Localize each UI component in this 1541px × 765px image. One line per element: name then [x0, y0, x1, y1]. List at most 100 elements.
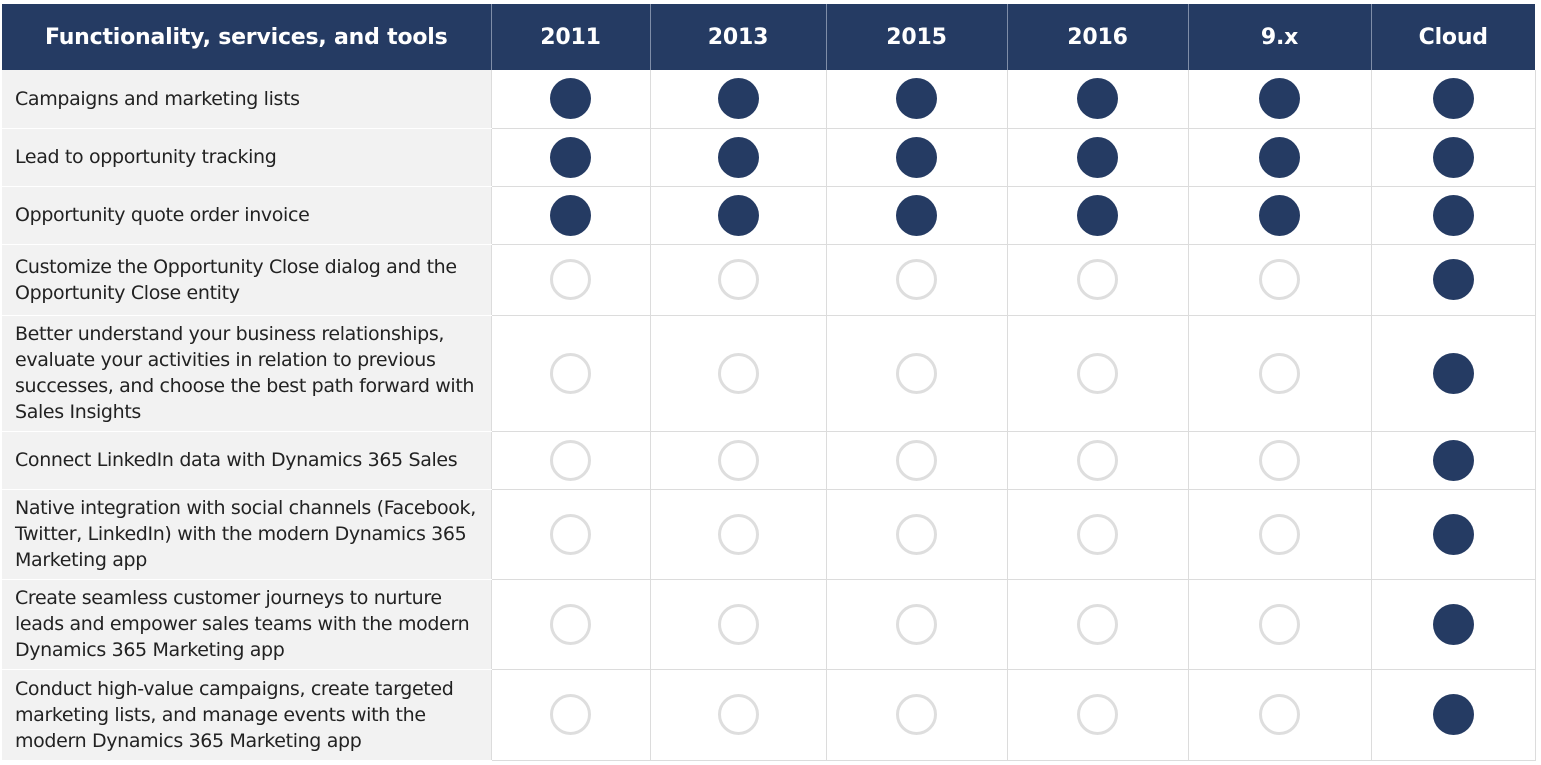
support-cell — [649, 186, 826, 245]
support-cell — [490, 489, 650, 580]
feature-label: Campaigns and marketing lists — [2, 70, 491, 129]
empty-circle-icon — [717, 513, 759, 555]
empty-circle-icon — [550, 513, 591, 555]
filled-circle-icon — [1077, 194, 1118, 236]
support-cell — [1370, 244, 1536, 316]
header-version-2015: 2015 — [825, 4, 1007, 70]
filled-circle-icon — [550, 78, 591, 120]
filled-circle-icon — [717, 78, 759, 120]
support-cell — [649, 489, 826, 580]
header-version-2016: 2016 — [1006, 4, 1188, 70]
support-cell — [1370, 431, 1536, 490]
support-cell — [1006, 669, 1188, 761]
support-cell — [1006, 244, 1188, 316]
table-row: Campaigns and marketing lists — [2, 70, 1536, 129]
empty-circle-icon — [1259, 694, 1300, 735]
header-version-2011: 2011 — [490, 4, 650, 70]
support-cell — [490, 128, 650, 187]
empty-circle-icon — [1077, 694, 1118, 735]
support-cell — [649, 70, 826, 129]
empty-circle-icon — [896, 694, 937, 735]
empty-circle-icon — [717, 352, 759, 394]
empty-circle-icon — [717, 694, 759, 735]
filled-circle-icon — [1432, 136, 1474, 178]
support-cell — [649, 315, 826, 432]
support-cell — [825, 489, 1007, 580]
empty-circle-icon — [1259, 259, 1300, 300]
empty-circle-icon — [717, 259, 759, 300]
header-version-cloud: Cloud — [1370, 4, 1535, 70]
support-cell — [1006, 186, 1188, 245]
empty-circle-icon — [1077, 352, 1118, 394]
support-cell — [1006, 489, 1188, 580]
feature-label: Conduct high-value campaigns, create tar… — [2, 669, 491, 761]
filled-circle-icon — [1432, 694, 1474, 735]
support-cell — [1370, 128, 1536, 187]
filled-circle-icon — [896, 136, 937, 178]
support-cell — [490, 579, 650, 670]
feature-label: Native integration with social channels … — [2, 489, 491, 580]
filled-circle-icon — [1432, 439, 1474, 481]
header-version-2013: 2013 — [649, 4, 826, 70]
support-cell — [1370, 669, 1536, 761]
feature-label: Lead to opportunity tracking — [2, 128, 491, 187]
support-cell — [1006, 579, 1188, 670]
support-cell — [1370, 315, 1536, 432]
empty-circle-icon — [1077, 439, 1118, 481]
support-cell — [490, 186, 650, 245]
support-cell — [1187, 128, 1371, 187]
filled-circle-icon — [1259, 194, 1300, 236]
empty-circle-icon — [550, 694, 591, 735]
header-version-9x: 9.x — [1187, 4, 1371, 70]
empty-circle-icon — [1077, 603, 1118, 645]
support-cell — [1187, 186, 1371, 245]
table-row: Conduct high-value campaigns, create tar… — [2, 669, 1536, 761]
support-cell — [825, 579, 1007, 670]
support-cell — [1370, 579, 1536, 670]
support-cell — [1370, 186, 1536, 245]
support-cell — [649, 128, 826, 187]
filled-circle-icon — [1432, 259, 1474, 300]
empty-circle-icon — [896, 603, 937, 645]
support-cell — [1187, 70, 1371, 129]
table-row: Connect LinkedIn data with Dynamics 365 … — [2, 431, 1536, 490]
empty-circle-icon — [717, 603, 759, 645]
filled-circle-icon — [717, 194, 759, 236]
empty-circle-icon — [896, 513, 937, 555]
support-cell — [1187, 579, 1371, 670]
support-cell — [490, 669, 650, 761]
support-cell — [1006, 70, 1188, 129]
support-cell — [1187, 489, 1371, 580]
table-row: Opportunity quote order invoice — [2, 186, 1536, 245]
empty-circle-icon — [1077, 513, 1118, 555]
support-cell — [649, 244, 826, 316]
empty-circle-icon — [1077, 259, 1118, 300]
support-cell — [490, 70, 650, 129]
support-cell — [825, 244, 1007, 316]
empty-circle-icon — [896, 352, 937, 394]
support-cell — [1370, 70, 1536, 129]
empty-circle-icon — [550, 603, 591, 645]
support-cell — [1370, 489, 1536, 580]
header-row: Functionality, services, and tools 2011 … — [2, 4, 1535, 70]
header-feature: Functionality, services, and tools — [2, 4, 491, 70]
feature-support-table: Functionality, services, and tools 2011 … — [2, 4, 1536, 761]
table-row: Better understand your business relation… — [2, 315, 1536, 432]
filled-circle-icon — [896, 194, 937, 236]
table-row: Create seamless customer journeys to nur… — [2, 579, 1536, 670]
feature-label: Better understand your business relation… — [2, 315, 491, 432]
filled-circle-icon — [550, 194, 591, 236]
empty-circle-icon — [1259, 439, 1300, 481]
filled-circle-icon — [896, 78, 937, 120]
support-cell — [825, 128, 1007, 187]
support-cell — [1187, 315, 1371, 432]
table-row: Native integration with social channels … — [2, 489, 1536, 580]
empty-circle-icon — [550, 259, 591, 300]
empty-circle-icon — [717, 439, 759, 481]
filled-circle-icon — [717, 136, 759, 178]
support-cell — [649, 669, 826, 761]
empty-circle-icon — [550, 439, 591, 481]
support-cell — [825, 70, 1007, 129]
empty-circle-icon — [896, 259, 937, 300]
filled-circle-icon — [1432, 513, 1474, 555]
